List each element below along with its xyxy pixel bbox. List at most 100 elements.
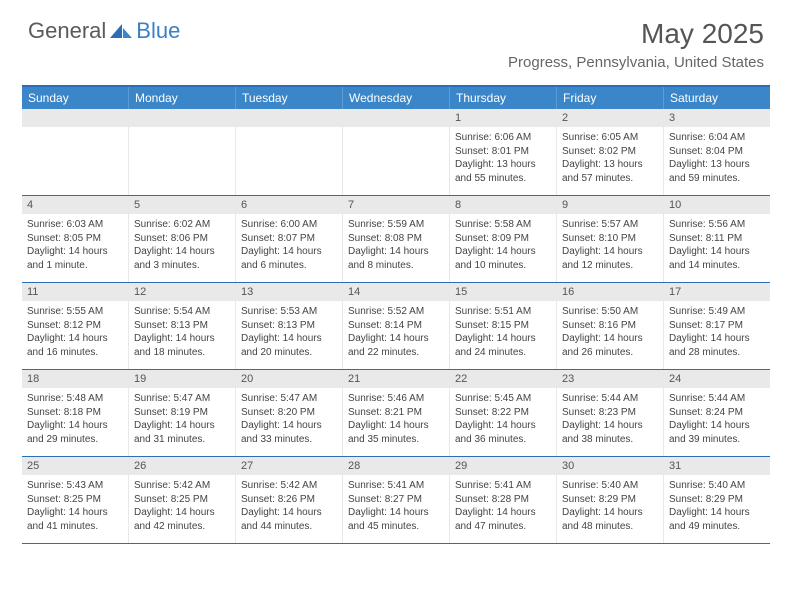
header: General Blue May 2025 Progress, Pennsylv… (0, 0, 792, 77)
day-cell: 21 Sunrise: 5:46 AMSunset: 8:21 PMDayligh… (343, 370, 450, 456)
day-number: 18 (22, 370, 128, 388)
day-number: 29 (450, 457, 556, 475)
daylight-text: Daylight: 14 hours and 41 minutes. (27, 506, 123, 533)
day-number: 26 (129, 457, 235, 475)
day-details: Sunrise: 5:48 AMSunset: 8:18 PMDaylight:… (22, 388, 128, 452)
day-number (129, 109, 235, 127)
sunrise-text: Sunrise: 5:43 AM (27, 479, 123, 493)
sunset-text: Sunset: 8:23 PM (562, 406, 658, 420)
daylight-text: Daylight: 14 hours and 22 minutes. (348, 332, 444, 359)
day-cell: 8Sunrise: 5:58 AMSunset: 8:09 PMDaylight… (450, 196, 557, 282)
daylight-text: Daylight: 14 hours and 35 minutes. (348, 419, 444, 446)
day-number: 31 (664, 457, 770, 475)
daylight-text: Daylight: 14 hours and 45 minutes. (348, 506, 444, 533)
sunset-text: Sunset: 8:21 PM (348, 406, 444, 420)
sunset-text: Sunset: 8:29 PM (669, 493, 765, 507)
sunset-text: Sunset: 8:14 PM (348, 319, 444, 333)
daylight-text: Daylight: 13 hours and 57 minutes. (562, 158, 658, 185)
calendar-week: 11Sunrise: 5:55 AMSunset: 8:12 PMDayligh… (22, 283, 770, 370)
sunset-text: Sunset: 8:08 PM (348, 232, 444, 246)
day-number: 5 (129, 196, 235, 214)
sunrise-text: Sunrise: 5:51 AM (455, 305, 551, 319)
sunrise-text: Sunrise: 5:50 AM (562, 305, 658, 319)
sunset-text: Sunset: 8:26 PM (241, 493, 337, 507)
sunset-text: Sunset: 8:17 PM (669, 319, 765, 333)
sunrise-text: Sunrise: 5:46 AM (348, 392, 444, 406)
daylight-text: Daylight: 14 hours and 29 minutes. (27, 419, 123, 446)
day-cell: 4Sunrise: 6:03 AMSunset: 8:05 PMDaylight… (22, 196, 129, 282)
day-number: 22 (450, 370, 556, 388)
day-cell: 18Sunrise: 5:48 AMSunset: 8:18 PMDayligh… (22, 370, 129, 456)
sunrise-text: Sunrise: 5:55 AM (27, 305, 123, 319)
day-details: Sunrise: 6:02 AMSunset: 8:06 PMDaylight:… (129, 214, 235, 278)
sunrise-text: Sunrise: 5:42 AM (241, 479, 337, 493)
sunrise-text: Sunrise: 5:40 AM (562, 479, 658, 493)
day-number: 24 (664, 370, 770, 388)
sunset-text: Sunset: 8:12 PM (27, 319, 123, 333)
daylight-text: Daylight: 14 hours and 18 minutes. (134, 332, 230, 359)
sunrise-text: Sunrise: 6:04 AM (669, 131, 765, 145)
day-number: 7 (343, 196, 449, 214)
day-cell: 22Sunrise: 5:45 AMSunset: 8:22 PMDayligh… (450, 370, 557, 456)
sunset-text: Sunset: 8:10 PM (562, 232, 658, 246)
day-cell: 30Sunrise: 5:40 AMSunset: 8:29 PMDayligh… (557, 457, 664, 543)
day-number: 23 (557, 370, 663, 388)
sunrise-text: Sunrise: 5:49 AM (669, 305, 765, 319)
day-number: 6 (236, 196, 342, 214)
day-number (343, 109, 449, 127)
day-cell: 9Sunrise: 5:57 AMSunset: 8:10 PMDaylight… (557, 196, 664, 282)
daylight-text: Daylight: 14 hours and 8 minutes. (348, 245, 444, 272)
day-number: 25 (22, 457, 128, 475)
daylight-text: Daylight: 14 hours and 1 minute. (27, 245, 123, 272)
day-cell: 17Sunrise: 5:49 AMSunset: 8:17 PMDayligh… (664, 283, 770, 369)
daylight-text: Daylight: 13 hours and 55 minutes. (455, 158, 551, 185)
daylight-text: Daylight: 14 hours and 49 minutes. (669, 506, 765, 533)
sunset-text: Sunset: 8:07 PM (241, 232, 337, 246)
calendar: SundayMondayTuesdayWednesdayThursdayFrid… (22, 85, 770, 544)
sunset-text: Sunset: 8:16 PM (562, 319, 658, 333)
day-details: Sunrise: 5:49 AMSunset: 8:17 PMDaylight:… (664, 301, 770, 365)
sunset-text: Sunset: 8:02 PM (562, 145, 658, 159)
day-details: Sunrise: 5:59 AMSunset: 8:08 PMDaylight:… (343, 214, 449, 278)
day-number: 9 (557, 196, 663, 214)
sunrise-text: Sunrise: 5:52 AM (348, 305, 444, 319)
day-number: 3 (664, 109, 770, 127)
day-number: 21 (343, 370, 449, 388)
daylight-text: Daylight: 14 hours and 16 minutes. (27, 332, 123, 359)
sunrise-text: Sunrise: 6:00 AM (241, 218, 337, 232)
sunrise-text: Sunrise: 5:42 AM (134, 479, 230, 493)
day-details: Sunrise: 5:58 AMSunset: 8:09 PMDaylight:… (450, 214, 556, 278)
sunset-text: Sunset: 8:05 PM (27, 232, 123, 246)
weekday-header: Friday (557, 87, 664, 109)
weekday-header: Wednesday (343, 87, 450, 109)
sunset-text: Sunset: 8:15 PM (455, 319, 551, 333)
daylight-text: Daylight: 14 hours and 48 minutes. (562, 506, 658, 533)
sunrise-text: Sunrise: 5:41 AM (348, 479, 444, 493)
daylight-text: Daylight: 14 hours and 28 minutes. (669, 332, 765, 359)
daylight-text: Daylight: 14 hours and 24 minutes. (455, 332, 551, 359)
weekday-header: Sunday (22, 87, 129, 109)
day-details: Sunrise: 5:51 AMSunset: 8:15 PMDaylight:… (450, 301, 556, 365)
day-cell: 11Sunrise: 5:55 AMSunset: 8:12 PMDayligh… (22, 283, 129, 369)
day-number: 19 (129, 370, 235, 388)
day-cell: 13Sunrise: 5:53 AMSunset: 8:13 PMDayligh… (236, 283, 343, 369)
day-details: Sunrise: 5:42 AMSunset: 8:26 PMDaylight:… (236, 475, 342, 539)
day-number (22, 109, 128, 127)
day-details: Sunrise: 5:40 AMSunset: 8:29 PMDaylight:… (557, 475, 663, 539)
day-cell: 10Sunrise: 5:56 AMSunset: 8:11 PMDayligh… (664, 196, 770, 282)
day-details: Sunrise: 5:44 AMSunset: 8:23 PMDaylight:… (557, 388, 663, 452)
calendar-week: 4Sunrise: 6:03 AMSunset: 8:05 PMDaylight… (22, 196, 770, 283)
day-cell: 19Sunrise: 5:47 AMSunset: 8:19 PMDayligh… (129, 370, 236, 456)
daylight-text: Daylight: 14 hours and 39 minutes. (669, 419, 765, 446)
day-number: 2 (557, 109, 663, 127)
sunrise-text: Sunrise: 5:56 AM (669, 218, 765, 232)
day-cell: 16Sunrise: 5:50 AMSunset: 8:16 PMDayligh… (557, 283, 664, 369)
sunrise-text: Sunrise: 5:40 AM (669, 479, 765, 493)
day-number: 1 (450, 109, 556, 127)
weekday-header: Saturday (664, 87, 770, 109)
day-details: Sunrise: 5:47 AMSunset: 8:20 PMDaylight:… (236, 388, 342, 452)
day-number: 28 (343, 457, 449, 475)
day-number: 27 (236, 457, 342, 475)
sunset-text: Sunset: 8:24 PM (669, 406, 765, 420)
day-number: 14 (343, 283, 449, 301)
